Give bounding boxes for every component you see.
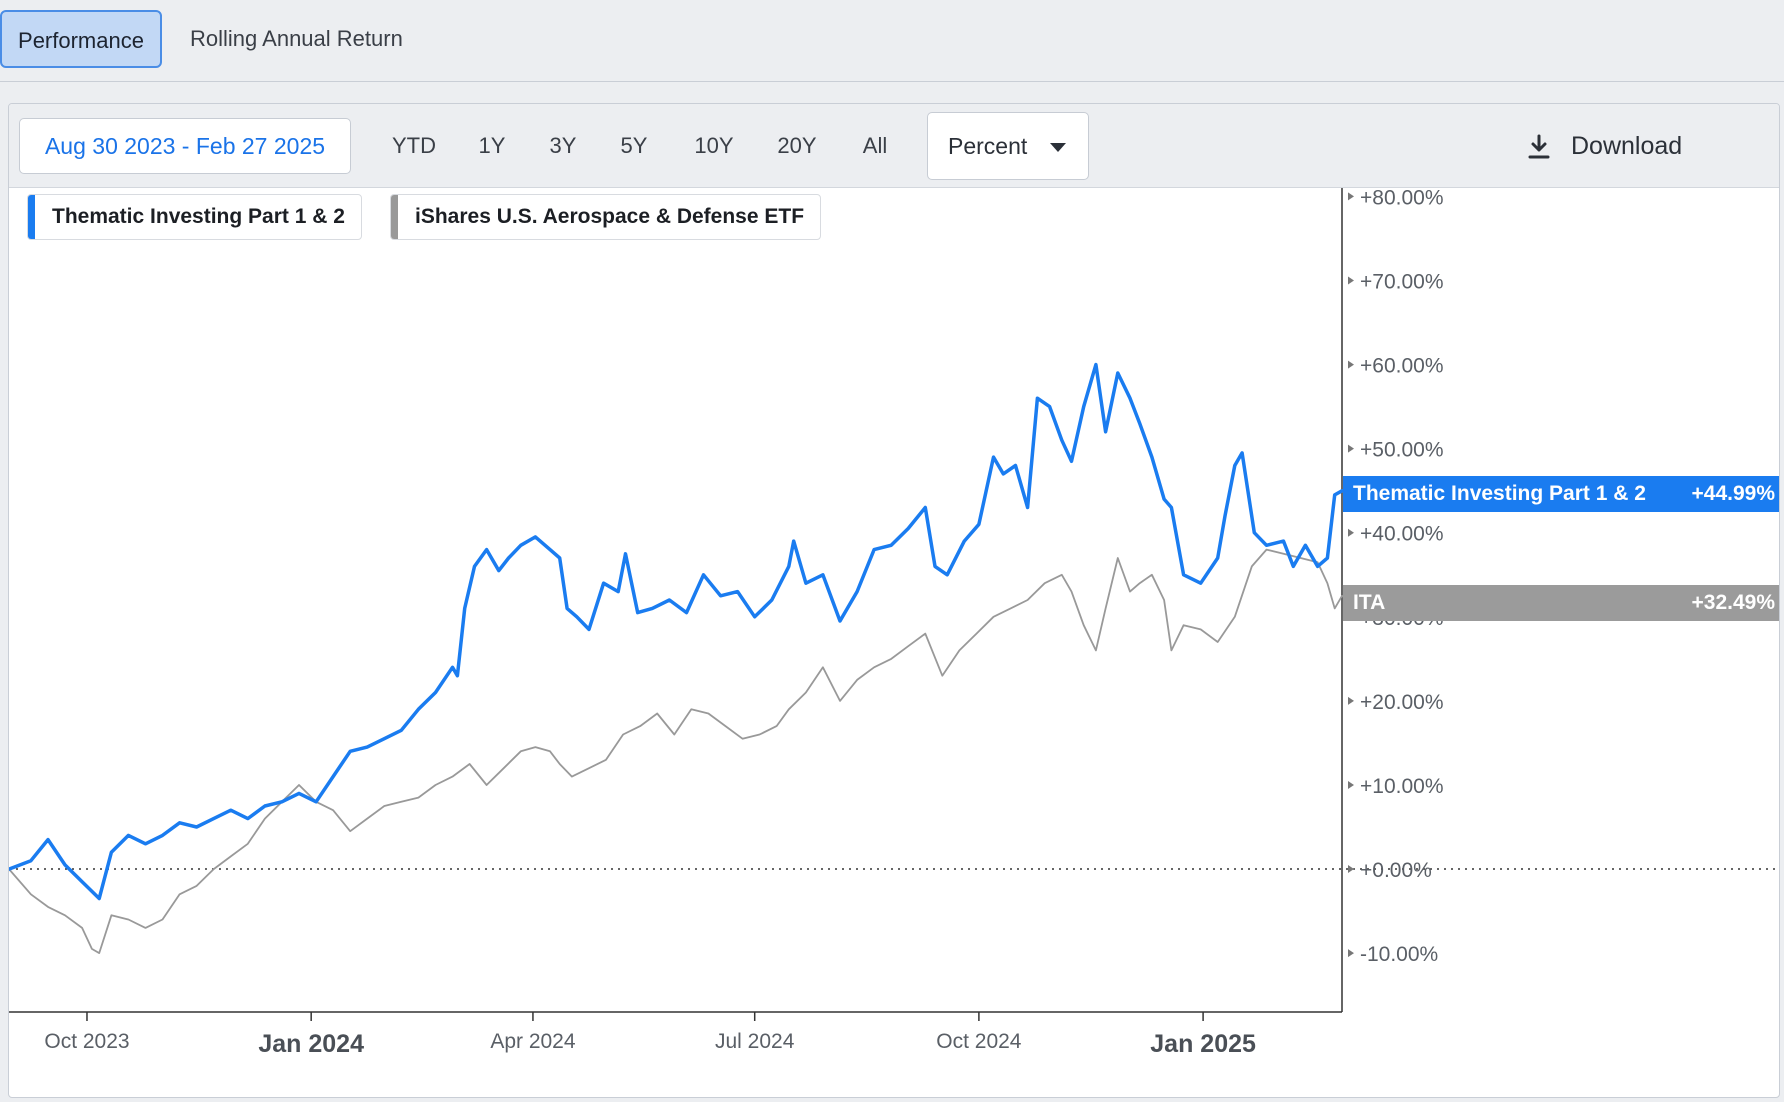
y-tick-label: +80.00% (1360, 188, 1444, 209)
x-tick-label: Apr 2024 (490, 1030, 576, 1053)
date-range-picker[interactable]: Aug 30 2023 - Feb 27 2025 (19, 118, 351, 174)
period-1y-button[interactable]: 1Y (478, 133, 506, 158)
y-tick-label: +0.00% (1360, 859, 1432, 882)
y-tick-mark (1348, 696, 1354, 705)
chart-toolbar: Aug 30 2023 - Feb 27 2025 YTD 1Y 3Y 5Y 1… (9, 104, 1779, 188)
end-label-thematic-name: Thematic Investing Part 1 & 2 (1353, 482, 1646, 505)
legend-swatch-thematic (28, 195, 35, 239)
series-line-ita (9, 548, 1343, 954)
y-tick-label: -10.00% (1360, 943, 1438, 966)
y-tick-label: +50.00% (1360, 439, 1444, 462)
series-line-thematic (9, 362, 1344, 901)
view-tabs: Performance Rolling Annual Return (0, 0, 1784, 82)
tab-performance[interactable]: Performance (0, 10, 162, 68)
y-tick-label: +60.00% (1360, 355, 1444, 378)
legend-label-thematic: Thematic Investing Part 1 & 2 (52, 205, 345, 228)
y-tick-mark (1348, 192, 1354, 201)
period-10y-button[interactable]: 10Y (694, 133, 734, 158)
tab-rolling-annual-return[interactable]: Rolling Annual Return (190, 26, 403, 51)
x-tick-label: Oct 2023 (44, 1030, 129, 1053)
end-label-ita-value: +32.49% (1691, 591, 1776, 614)
download-button[interactable]: Download (1528, 118, 1683, 174)
x-tick-label: Jan 2024 (258, 1030, 364, 1058)
y-tick-label: +70.00% (1360, 270, 1444, 293)
download-icon (1528, 134, 1550, 159)
x-tick-label: Oct 2024 (936, 1030, 1022, 1053)
performance-chart: +80.00%+70.00%+60.00%+50.00%+40.00%+30.0… (9, 188, 1779, 1058)
y-tick-mark (1348, 360, 1354, 369)
x-tick-label: Jul 2024 (715, 1030, 795, 1053)
y-tick-mark (1348, 444, 1354, 453)
download-label: Download (1571, 132, 1683, 160)
unit-select[interactable]: Percent (927, 112, 1089, 180)
end-label-thematic: Thematic Investing Part 1 & 2 +44.99% (1343, 476, 1779, 512)
y-tick-label: +10.00% (1360, 775, 1444, 798)
end-label-ita-name: ITA (1353, 591, 1386, 614)
period-5y-button[interactable]: 5Y (620, 133, 648, 158)
legend-swatch-ita (391, 195, 398, 239)
caret-down-icon (1050, 143, 1066, 152)
period-ytd-button[interactable]: YTD (392, 133, 436, 158)
period-all-button[interactable]: All (862, 133, 888, 158)
y-tick-mark (1348, 528, 1354, 537)
chart-panel: Aug 30 2023 - Feb 27 2025 YTD 1Y 3Y 5Y 1… (8, 103, 1780, 1098)
y-tick-mark (1348, 780, 1354, 789)
y-tick-label: +40.00% (1360, 523, 1444, 546)
legend-label-ita: iShares U.S. Aerospace & Defense ETF (415, 205, 805, 228)
y-tick-mark (1348, 865, 1354, 874)
y-tick-mark (1348, 949, 1354, 958)
period-20y-button[interactable]: 20Y (777, 133, 817, 158)
y-tick-mark (1348, 276, 1354, 285)
unit-select-value: Percent (948, 133, 1028, 159)
end-label-thematic-value: +44.99% (1691, 482, 1776, 505)
x-tick-label: Jan 2025 (1150, 1030, 1256, 1058)
legend-item-thematic[interactable]: Thematic Investing Part 1 & 2 (27, 194, 362, 240)
legend-item-ita[interactable]: iShares U.S. Aerospace & Defense ETF (390, 194, 822, 240)
period-3y-button[interactable]: 3Y (549, 133, 577, 158)
end-label-ita: ITA +32.49% (1343, 585, 1779, 621)
y-tick-label: +20.00% (1360, 691, 1444, 714)
